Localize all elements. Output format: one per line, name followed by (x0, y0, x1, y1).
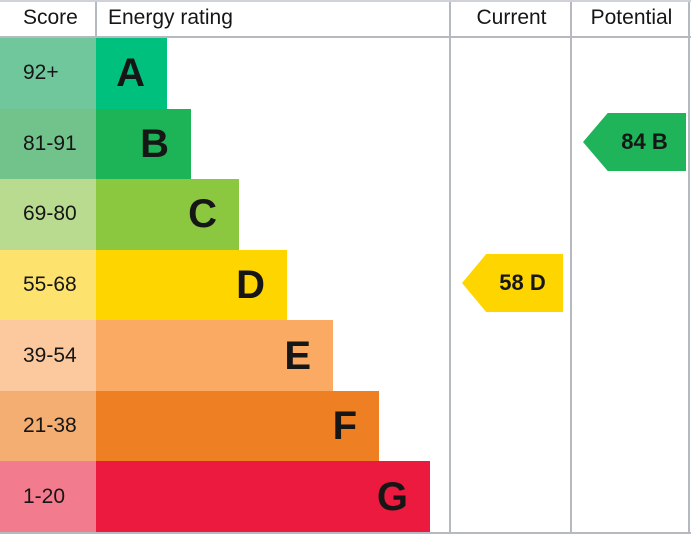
band-bar-c: C (96, 179, 239, 250)
band-bar-g: G (96, 461, 430, 533)
chart-top-border (0, 0, 691, 2)
band-letter-a: A (116, 51, 145, 96)
band-score-f: 21-38 (0, 390, 96, 462)
current-rating-label: 58 D (499, 270, 546, 295)
chart-right-border (688, 0, 690, 534)
band-row-g: 1-20 G (0, 461, 691, 533)
band-letter-f: F (332, 404, 357, 449)
header-current: Current (476, 6, 547, 29)
band-score-g: 1-20 (0, 461, 96, 533)
header-score: Score (23, 6, 78, 29)
band-score-d: 55-68 (0, 249, 96, 321)
band-letter-c: C (188, 192, 217, 237)
band-row-b: 81-91 B (0, 108, 691, 180)
band-row-a: 92+ A (0, 38, 691, 109)
band-score-e: 39-54 (0, 320, 96, 391)
current-rating-arrow: 58 D (462, 254, 563, 312)
band-row-e: 39-54 E (0, 320, 691, 391)
header-potential: Potential (590, 6, 673, 29)
potential-rating-label: 84 B (621, 129, 668, 154)
band-bar-f: F (96, 390, 379, 462)
band-row-f: 21-38 F (0, 390, 691, 462)
band-letter-d: D (236, 263, 265, 308)
band-bar-a: A (96, 38, 167, 109)
divider-energy-current (449, 0, 451, 534)
header-underline (0, 36, 691, 38)
band-score-a: 92+ (0, 38, 96, 109)
band-bar-d: D (96, 249, 287, 321)
chart-header: Score Energy rating Current Potential (0, 0, 691, 36)
band-score-b: 81-91 (0, 108, 96, 180)
potential-rating-arrow: 84 B (583, 113, 686, 171)
band-row-c: 69-80 C (0, 179, 691, 250)
chart-bottom-border (0, 532, 691, 534)
band-row-d: 55-68 D (0, 249, 691, 321)
header-energy-rating: Energy rating (108, 6, 233, 29)
divider-score-energy (95, 0, 97, 36)
band-bar-e: E (96, 320, 333, 391)
band-letter-g: G (376, 474, 408, 519)
band-rows: 92+ A 81-91 B 69-80 C 55-68 D 39-54 (0, 38, 691, 533)
band-letter-b: B (140, 121, 169, 166)
band-score-c: 69-80 (0, 179, 96, 250)
band-letter-e: E (284, 333, 311, 378)
band-bar-b: B (96, 108, 191, 180)
divider-current-potential (570, 0, 572, 534)
